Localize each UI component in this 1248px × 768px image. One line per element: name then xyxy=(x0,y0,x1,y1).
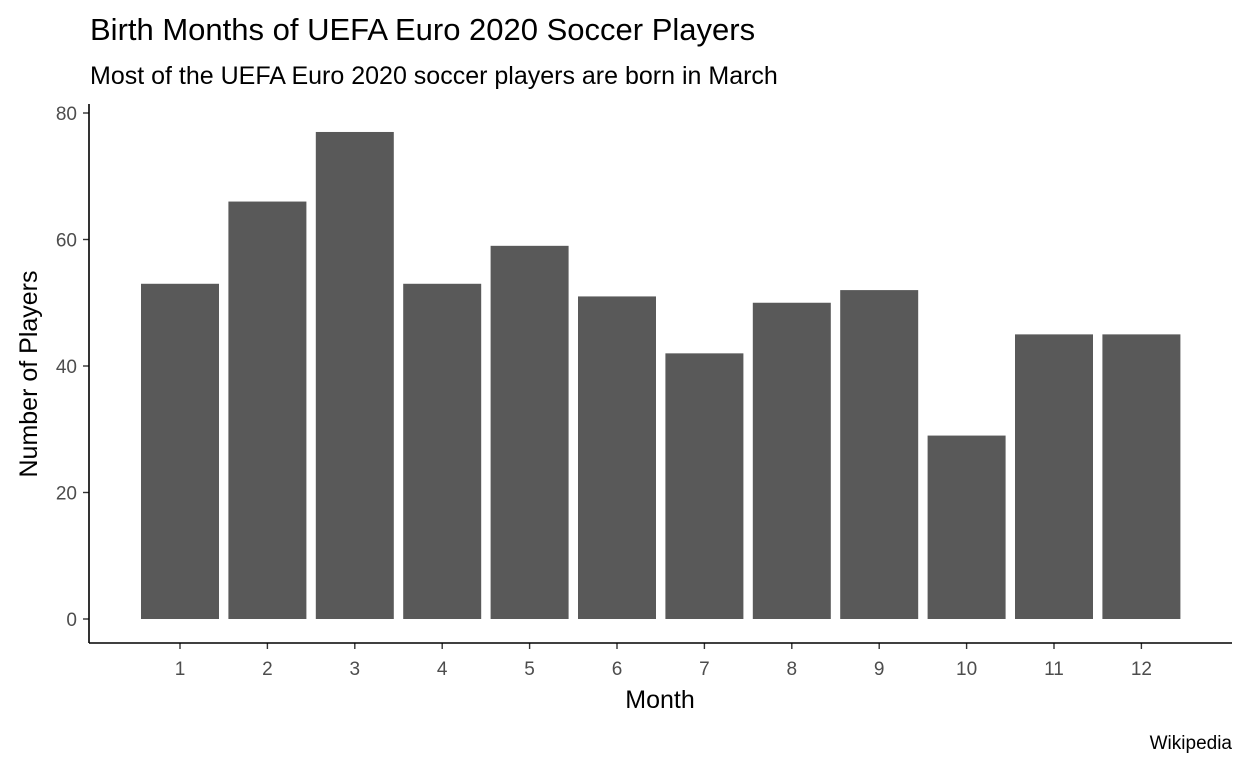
y-axis-ticks: 0 20 40 60 80 xyxy=(56,104,89,631)
x-tick-label: 4 xyxy=(437,659,448,680)
chart-title: Birth Months of UEFA Euro 2020 Soccer Pl… xyxy=(90,12,755,47)
x-tick-label: 1 xyxy=(175,659,186,680)
y-tick-label: 80 xyxy=(56,104,77,125)
chart-subtitle: Most of the UEFA Euro 2020 soccer player… xyxy=(90,62,778,90)
bar-month-3 xyxy=(315,131,394,619)
bars-group xyxy=(141,131,1181,620)
x-tick-label: 11 xyxy=(1044,659,1064,680)
bar-month-1 xyxy=(141,283,219,619)
x-tick-label: 5 xyxy=(524,659,535,680)
bar-month-9 xyxy=(840,290,919,619)
bar-month-4 xyxy=(403,283,482,619)
chart-caption: Wikipedia xyxy=(1150,733,1233,754)
y-tick-label: 60 xyxy=(56,231,77,252)
x-tick-label: 6 xyxy=(612,659,623,680)
x-tick-label: 2 xyxy=(262,659,273,680)
x-axis-title: Month xyxy=(625,686,694,714)
bar-month-2 xyxy=(228,201,307,620)
y-tick-label: 40 xyxy=(56,357,77,378)
bar-month-10 xyxy=(927,435,1006,619)
x-tick-label: 12 xyxy=(1131,659,1152,680)
bar-month-5 xyxy=(490,245,569,619)
x-tick-label: 3 xyxy=(350,659,361,680)
x-tick-label: 8 xyxy=(787,659,798,680)
bar-month-11 xyxy=(1015,334,1093,619)
bar-month-7 xyxy=(665,353,744,619)
bar-month-12 xyxy=(1102,334,1181,619)
y-axis-title: Number of Players xyxy=(15,270,43,477)
y-tick-label: 20 xyxy=(56,484,77,505)
bar-month-6 xyxy=(578,296,656,619)
x-tick-label: 7 xyxy=(699,659,710,680)
bar-month-8 xyxy=(752,302,831,619)
x-tick-label: 9 xyxy=(874,659,885,680)
x-tick-label: 10 xyxy=(956,659,977,680)
y-tick-label: 0 xyxy=(66,610,77,631)
x-axis-ticks: 1 2 3 4 5 6 7 8 9 10 11 12 xyxy=(175,643,1152,680)
